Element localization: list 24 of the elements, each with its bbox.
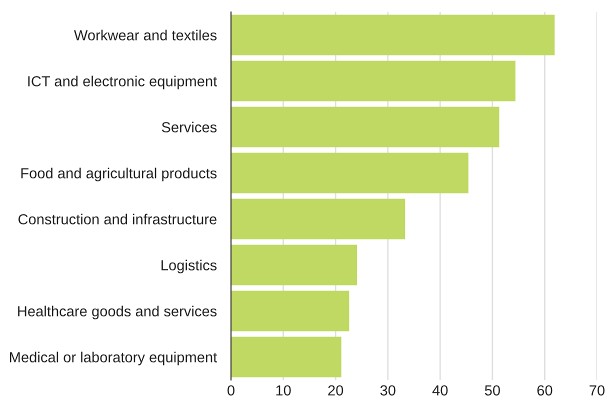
bar [231,290,350,332]
y-tick-label: Workwear and textiles [74,30,217,40]
x-tick-label: 70 [590,385,605,396]
y-tick-label: ICT and electronic equipment [28,76,218,90]
x-tick-label: 10 [276,385,291,396]
x-tick-label: 30 [380,385,396,396]
bar [231,244,358,286]
y-tick-label: Logistics [162,260,217,274]
bar [231,106,500,148]
x-tick-label: 0 [228,385,234,396]
x-tick-label: 60 [537,385,552,396]
x-tick-label: 50 [484,385,500,396]
bar [231,152,468,194]
y-tick-label: Healthcare goods and services [18,306,217,320]
x-tick-label: 40 [432,385,448,396]
bar [231,60,516,102]
y-tick-label: Food and agricultural products [21,168,217,182]
bar [231,336,342,378]
bar [231,14,555,56]
y-tick-label: Construction and infrastructure [18,214,216,224]
y-tick-label: Medical or laboratory equipment [10,352,218,366]
bar [231,198,406,240]
y-tick-label: Services [162,122,217,132]
x-tick-label: 20 [328,385,344,396]
